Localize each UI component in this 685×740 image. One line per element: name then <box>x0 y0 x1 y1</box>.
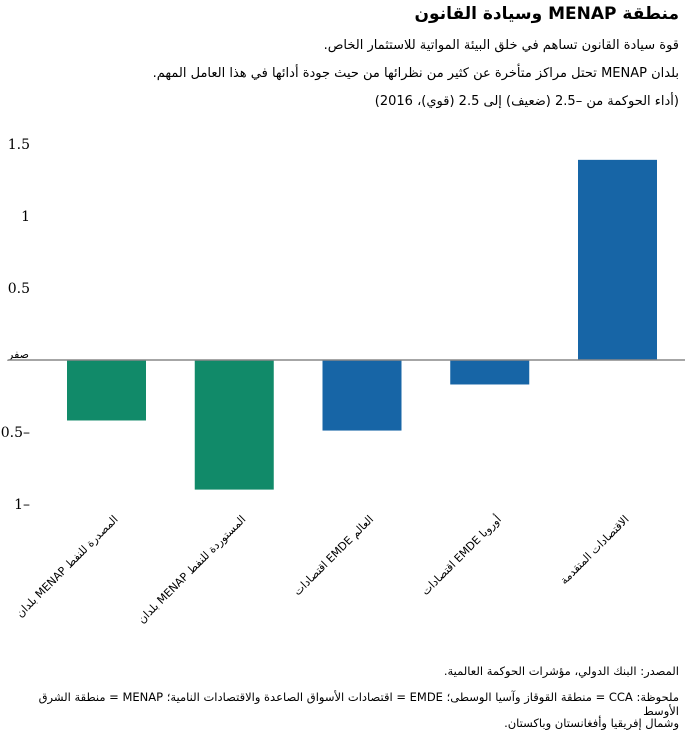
y-tick-label: 1– <box>14 497 30 513</box>
note-line-2: وشمال إفريقيا وأفغانستان وباكستان. <box>504 716 679 730</box>
y-tick-label: صفر <box>7 348 29 361</box>
subtitle-3: (أداء الحوكمة من –2.5 (ضعيف) إلى 2.5 (قو… <box>374 94 679 109</box>
x-tick-label: الاقتصادات المتقدمة <box>557 513 631 587</box>
bar <box>194 360 274 490</box>
subtitle-2: بلدان MENAP تحتل مراكز متأخرة عن كثير من… <box>152 66 679 81</box>
x-tick-label: بلدان MENAP المستوردة للنفط <box>135 513 248 626</box>
source-note: المصدر: البنك الدولي، مؤشرات الحوكمة الع… <box>443 664 679 678</box>
chart-title: منطقة MENAP وسيادة القانون <box>414 4 679 24</box>
y-tick-label: 0.5 <box>8 281 30 297</box>
y-tick-label: 0.5– <box>1 425 30 441</box>
y-tick-label: 1 <box>21 209 30 225</box>
subtitle-1: قوة سيادة القانون تساهم في خلق البيئة ال… <box>323 38 679 53</box>
bar <box>322 360 402 431</box>
bar <box>450 360 530 385</box>
y-tick-label: 1.5 <box>8 137 30 153</box>
x-tick-label: اقتصادات EMDE العالم <box>291 513 376 598</box>
bar <box>578 159 657 360</box>
note-line-1: ملحوظة: CCA = منطقة القوقاز وآسيا الوسطى… <box>38 690 679 718</box>
x-tick-label: بلدان MENAP المصدرة للنفط <box>14 513 121 620</box>
bar <box>67 360 146 421</box>
bar-chart: 1.5 1 0.5 صفر 0.5– 1–بلدان MENAP المصدرة للنف… <box>1 137 685 626</box>
x-tick-label: اقتصادات EMDE أوروبا <box>418 512 504 598</box>
